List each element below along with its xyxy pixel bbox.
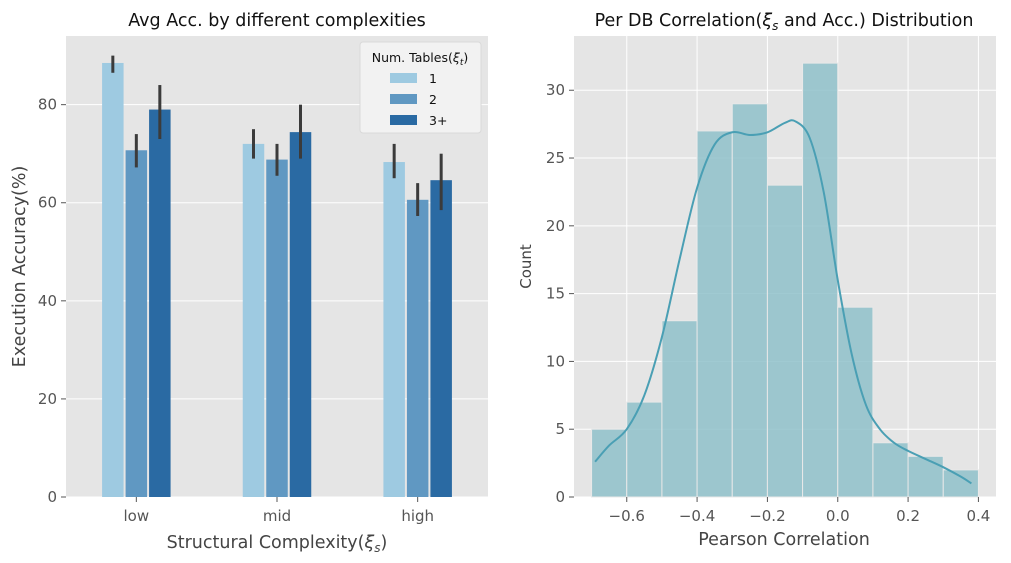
- histogram-bin: [802, 62, 839, 498]
- bar-chart-bars: [102, 62, 452, 498]
- bar-chart-y-tick-label: 80: [38, 96, 57, 114]
- histogram-y-axis-label: Count: [517, 244, 535, 289]
- histogram-y-tick-label: 10: [546, 352, 565, 370]
- bar-chart-legend: Num. Tables(ξt) 1 2 3+: [359, 41, 482, 134]
- bar-chart-y-tick-label: 0: [47, 488, 57, 506]
- bar-chart-x-tick-label: high: [401, 507, 434, 525]
- bar-mid-3+: [289, 132, 312, 497]
- legend-label-3+: 3+: [429, 113, 447, 128]
- bar-chart-x-tick-label: mid: [263, 507, 291, 525]
- histogram-bin: [837, 306, 874, 498]
- bar-chart-x-tick-label: low: [124, 507, 150, 525]
- bar-chart-y-tick-label: 40: [38, 292, 57, 310]
- histogram-title: Per DB Correlation(ξs and Acc.) Distribu…: [595, 11, 974, 33]
- histogram-y-tick-label: 30: [546, 81, 565, 99]
- histogram-bin: [766, 184, 804, 498]
- bar-high-1: [383, 162, 405, 497]
- legend-swatch-1: [390, 73, 417, 83]
- kde-curve: [594, 119, 972, 485]
- bar-low-1: [102, 62, 124, 498]
- bar-high-2: [406, 199, 429, 497]
- histogram-bin: [872, 442, 909, 498]
- bar-chart-y-tick-label: 20: [38, 390, 57, 408]
- histogram-x-tick-label: 0.0: [826, 507, 850, 525]
- histogram-x-axis-label: Pearson Correlation: [698, 530, 870, 550]
- legend-label-1: 1: [429, 71, 437, 86]
- legend-items: 1 2 3+: [390, 71, 447, 128]
- bar-chart-title: Avg Acc. by different complexities: [128, 11, 426, 31]
- histogram-bin: [661, 320, 698, 498]
- legend-title: Num. Tables(ξt): [372, 50, 469, 68]
- histogram-bin: [731, 103, 768, 498]
- histogram-bin: [696, 130, 733, 498]
- histogram-x-tick-label: 0.2: [896, 507, 920, 525]
- histogram-panel: 0 5 10 15 20 25 30 −0.6 −0.4 −0.2 0.0 0.2 0.4 Per D…: [517, 11, 996, 550]
- bar-low-3+: [149, 109, 171, 497]
- legend-swatch-2: [390, 94, 417, 104]
- bar-chart-x-axis-label: Structural Complexity(ξs): [167, 533, 388, 555]
- legend-swatch-3+: [390, 115, 417, 125]
- bar-mid-2: [266, 159, 288, 498]
- histogram-x-tick-label: −0.4: [679, 507, 715, 525]
- bar-chart-x-ticks: low mid high: [124, 497, 434, 525]
- histogram-y-tick-label: 20: [546, 217, 565, 235]
- bar-low-2: [125, 150, 148, 497]
- histogram-bin: [942, 469, 979, 498]
- histogram-bin: [626, 401, 663, 498]
- histogram-x-tick-label: 0.4: [966, 507, 990, 525]
- legend-label-2: 2: [429, 92, 437, 107]
- histogram-y-tick-label: 15: [546, 285, 565, 303]
- bar-chart-y-ticks: 0 20 40 60 80: [38, 96, 66, 506]
- histogram-bin: [591, 428, 628, 498]
- bar-chart-panel: 0 20 40 60 80 low mid high Avg Acc. by differe…: [10, 11, 488, 555]
- bar-chart-y-axis-label: Execution Accuracy(%): [10, 166, 30, 368]
- bar-chart-y-tick-label: 60: [38, 194, 57, 212]
- histogram-y-ticks: 0 5 10 15 20 25 30: [546, 81, 574, 506]
- bar-mid-1: [242, 143, 265, 497]
- histogram-y-tick-label: 25: [546, 149, 565, 167]
- histogram-bin: [907, 455, 944, 498]
- histogram-y-tick-label: 0: [555, 488, 565, 506]
- histogram-y-tick-label: 5: [555, 420, 565, 438]
- histogram-x-tick-label: −0.6: [609, 507, 645, 525]
- bar-high-3+: [430, 180, 452, 497]
- histogram-bins: [591, 62, 979, 498]
- legend-box: [359, 41, 482, 134]
- histogram-x-tick-label: −0.2: [749, 507, 785, 525]
- bar-chart-error-bars: [111, 55, 443, 216]
- histogram-x-ticks: −0.6 −0.4 −0.2 0.0 0.2 0.4: [609, 497, 990, 525]
